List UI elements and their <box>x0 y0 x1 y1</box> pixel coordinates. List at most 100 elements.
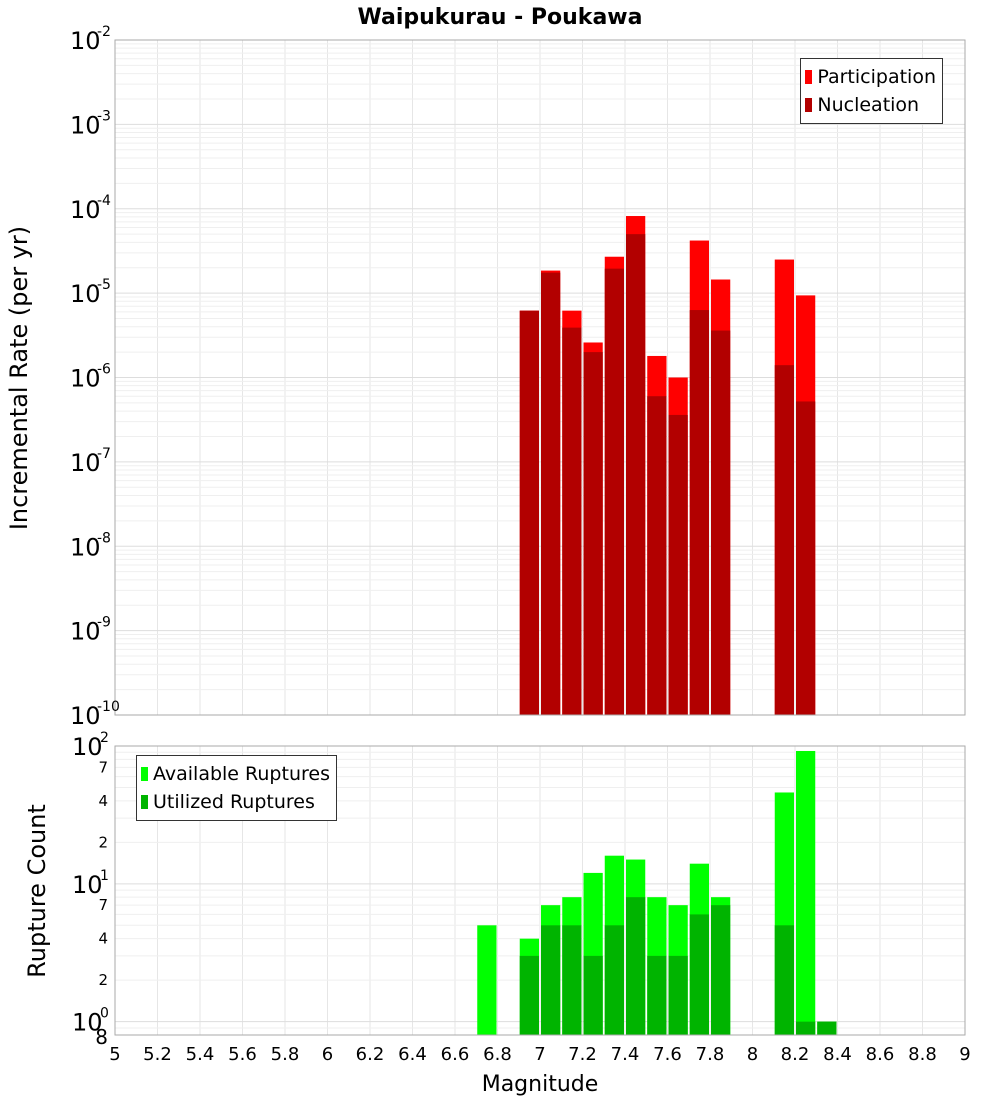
legend-label-utilized-ruptures: Utilized Ruptures <box>153 791 315 813</box>
top-legend: Participation Nucleation <box>800 58 943 124</box>
top-plot-frame <box>114 39 966 716</box>
top-y-tick-label: 10 <box>70 196 101 224</box>
x-tick-label: 9 <box>959 1044 970 1065</box>
top-y-tick-exponent: -2 <box>97 24 111 40</box>
x-tick-label: 8.6 <box>866 1044 895 1065</box>
bottom-y-tick-exponent: 1 <box>100 868 109 884</box>
top-y-tick-exponent: -5 <box>97 277 111 293</box>
x-tick-label: 7.6 <box>653 1044 682 1065</box>
utilized-ruptures-bar <box>647 955 667 1035</box>
utilized-ruptures-bar <box>711 905 731 1035</box>
top-y-tick-label: 10 <box>70 280 101 308</box>
utilized-ruptures-bar <box>562 925 582 1035</box>
top-plot-grid <box>114 40 966 716</box>
x-axis-ticks: 5 5.2 5.4 5.6 5.8 6 6.2 6.4 6.6 6.8 7 7.2 7.4 7.6 7.8 8… <box>109 1044 970 1065</box>
utilized-ruptures-bar <box>817 1021 837 1035</box>
top-plot-bars <box>519 216 816 716</box>
bottom-plot-grid <box>114 745 966 1036</box>
legend-item-nucleation: Nucleation <box>805 91 936 119</box>
bottom-plot-bars <box>477 750 837 1035</box>
bottom-y-tick-label: 8 <box>95 1025 108 1049</box>
x-tick-label: 5.8 <box>271 1044 300 1065</box>
legend-item-participation: Participation <box>805 63 936 91</box>
x-tick-label: 8 <box>747 1044 758 1065</box>
x-tick-label: 5.6 <box>228 1044 257 1065</box>
nucleation-bar <box>626 234 646 715</box>
top-y-tick-label: 10 <box>70 449 101 477</box>
available-ruptures-bar <box>477 925 497 1035</box>
bottom-y-tick-label: 7 <box>98 758 108 776</box>
x-tick-label: 7.4 <box>611 1044 640 1065</box>
utilized-ruptures-bar <box>689 914 709 1035</box>
top-y-tick-exponent: -8 <box>97 530 111 546</box>
x-tick-label: 7.8 <box>696 1044 725 1065</box>
bottom-y-tick-label: 4 <box>98 792 108 810</box>
utilized-ruptures-bar <box>583 955 603 1035</box>
nucleation-bar <box>668 414 688 715</box>
x-tick-label: 7 <box>534 1044 545 1065</box>
bottom-y-tick-label: 7 <box>98 896 108 914</box>
top-y-axis-ticks: 10-210-310-410-510-610-710-810-910-10 <box>70 24 120 730</box>
chart-title: Waipukurau - Poukawa <box>358 5 643 30</box>
nucleation-bar <box>583 352 603 715</box>
x-tick-label: 6.8 <box>483 1044 512 1065</box>
bottom-y-tick-label: 2 <box>98 971 108 989</box>
bottom-y-tick-label: 10 <box>72 733 103 761</box>
x-tick-label: 6.6 <box>441 1044 470 1065</box>
x-tick-label: 6 <box>322 1044 333 1065</box>
bottom-legend: Available Ruptures Utilized Ruptures <box>136 755 337 821</box>
utilized-ruptures-swatch <box>141 795 148 809</box>
top-y-tick-label: 10 <box>70 618 101 646</box>
utilized-ruptures-bar <box>604 925 624 1035</box>
x-tick-label: 8.8 <box>908 1044 937 1065</box>
legend-label-nucleation: Nucleation <box>817 94 920 116</box>
nucleation-bar <box>604 268 624 715</box>
nucleation-bar <box>647 396 667 715</box>
x-tick-label: 5.2 <box>143 1044 172 1065</box>
top-y-tick-exponent: -4 <box>97 193 111 209</box>
legend-item-available-ruptures: Available Ruptures <box>141 760 330 788</box>
utilized-ruptures-bar <box>541 925 561 1035</box>
top-y-tick-exponent: -3 <box>97 108 111 124</box>
nucleation-bar <box>796 401 816 715</box>
utilized-ruptures-bar <box>668 955 688 1035</box>
utilized-ruptures-bar <box>626 897 646 1035</box>
available-ruptures-bar <box>796 750 816 1035</box>
bottom-y-tick-exponent: 0 <box>100 1006 109 1022</box>
x-tick-label: 7.2 <box>568 1044 597 1065</box>
top-y-tick-label: 10 <box>70 533 101 561</box>
participation-swatch <box>805 70 813 84</box>
legend-item-utilized-ruptures: Utilized Ruptures <box>141 788 330 816</box>
bottom-y-tick-exponent: 2 <box>100 730 109 746</box>
utilized-ruptures-bar <box>796 1021 816 1035</box>
x-tick-label: 5 <box>109 1044 120 1065</box>
x-axis-label: Magnitude <box>482 1072 599 1097</box>
legend-label-available-ruptures: Available Ruptures <box>153 763 330 785</box>
nucleation-bar <box>519 310 539 715</box>
available-ruptures-swatch <box>141 767 148 781</box>
bottom-y-tick-label: 10 <box>72 1009 103 1037</box>
top-y-tick-exponent: -9 <box>97 615 111 631</box>
top-y-tick-exponent: -6 <box>97 362 111 378</box>
nucleation-bar <box>689 310 709 715</box>
nucleation-bar <box>711 330 731 715</box>
x-tick-label: 8.4 <box>823 1044 852 1065</box>
top-y-tick-exponent: -7 <box>97 446 111 462</box>
top-y-tick-label: 10 <box>70 27 101 55</box>
x-tick-label: 8.2 <box>781 1044 810 1065</box>
bottom-plot-frame <box>114 745 966 1036</box>
top-y-tick-label: 10 <box>70 365 101 393</box>
top-y-tick-label: 10 <box>70 702 101 730</box>
x-tick-label: 5.4 <box>186 1044 215 1065</box>
utilized-ruptures-bar <box>519 955 539 1035</box>
bottom-y-tick-label: 2 <box>98 833 108 851</box>
x-tick-label: 6.4 <box>398 1044 427 1065</box>
nucleation-bar <box>541 272 561 715</box>
bottom-y-axis-label: Rupture Count <box>23 804 51 978</box>
nucleation-bar <box>562 327 582 715</box>
top-y-axis-label: Incremental Rate (per yr) <box>5 226 33 530</box>
utilized-ruptures-bar <box>774 925 794 1035</box>
legend-label-participation: Participation <box>817 66 936 88</box>
